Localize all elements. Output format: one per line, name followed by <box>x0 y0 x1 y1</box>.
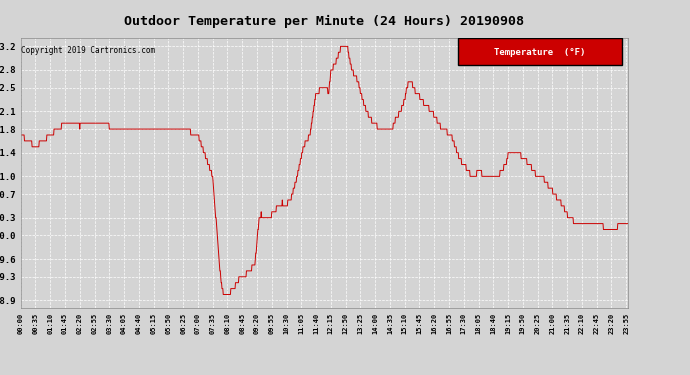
Text: Temperature  (°F): Temperature (°F) <box>494 48 586 57</box>
Text: Outdoor Temperature per Minute (24 Hours) 20190908: Outdoor Temperature per Minute (24 Hours… <box>124 15 524 28</box>
Text: Copyright 2019 Cartronics.com: Copyright 2019 Cartronics.com <box>21 46 155 55</box>
FancyBboxPatch shape <box>458 38 622 64</box>
